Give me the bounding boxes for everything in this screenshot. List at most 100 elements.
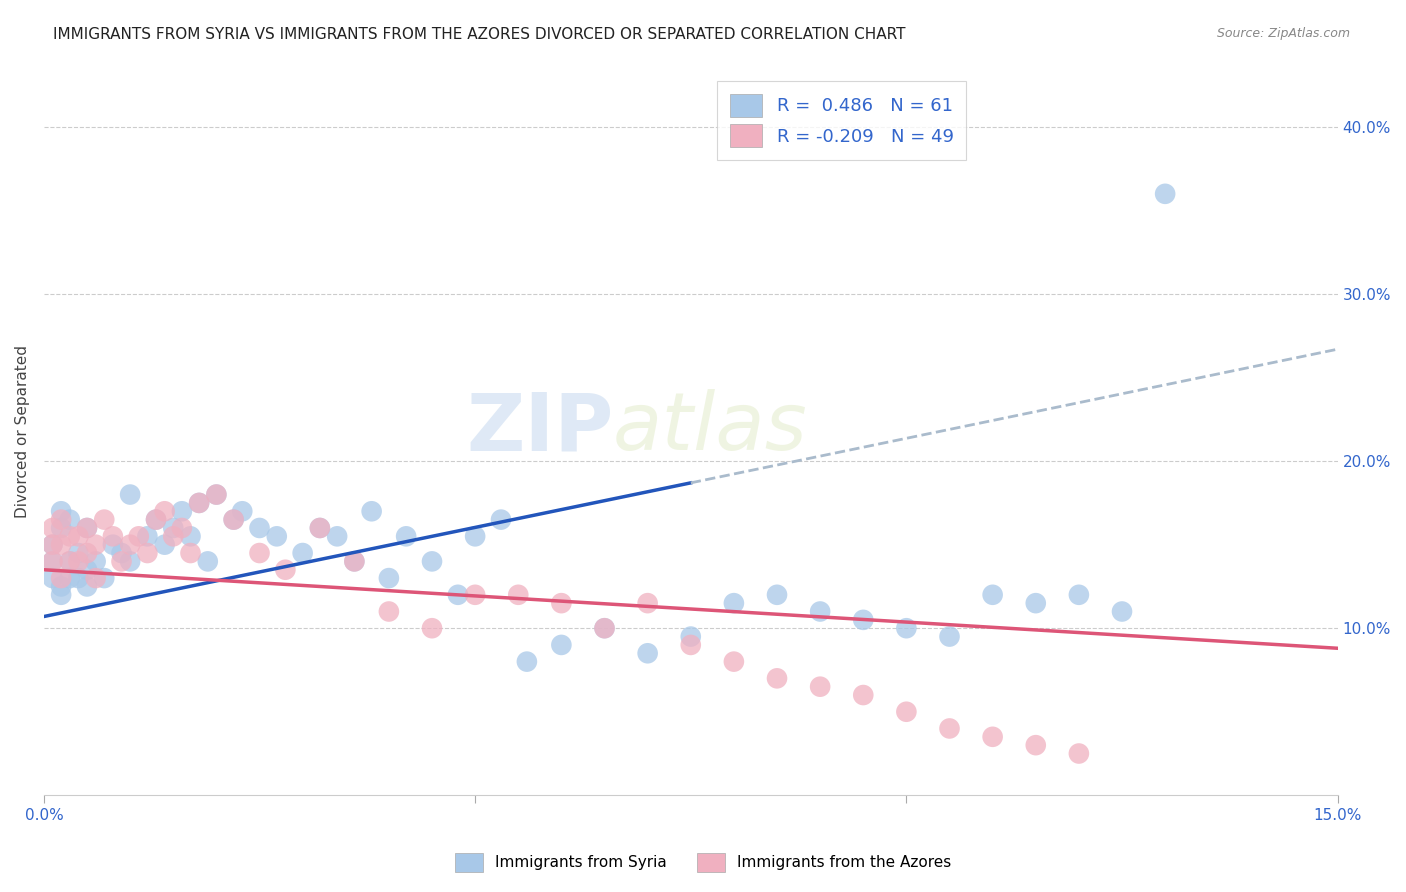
Point <box>723 596 745 610</box>
Point <box>145 513 167 527</box>
Point <box>1025 596 1047 610</box>
Point <box>896 621 918 635</box>
Point <box>222 513 245 527</box>
Point <box>343 554 366 568</box>
Legend: Immigrants from Syria, Immigrants from the Azores: Immigrants from Syria, Immigrants from t… <box>447 845 959 880</box>
Point <box>291 546 314 560</box>
Point <box>76 563 98 577</box>
Point <box>41 554 63 568</box>
Point <box>378 571 401 585</box>
Point <box>1111 605 1133 619</box>
Point <box>420 554 443 568</box>
Point <box>808 680 831 694</box>
Point <box>266 529 288 543</box>
Point <box>231 504 253 518</box>
Point <box>59 529 82 543</box>
Point <box>59 571 82 585</box>
Point <box>326 529 349 543</box>
Point <box>550 638 572 652</box>
Point <box>49 588 72 602</box>
Point <box>93 513 115 527</box>
Point <box>637 646 659 660</box>
Point <box>41 521 63 535</box>
Point <box>84 538 107 552</box>
Point <box>76 579 98 593</box>
Point <box>170 504 193 518</box>
Point <box>170 521 193 535</box>
Legend: R =  0.486   N = 61, R = -0.209   N = 49: R = 0.486 N = 61, R = -0.209 N = 49 <box>717 81 966 160</box>
Point <box>981 588 1004 602</box>
Point <box>593 621 616 635</box>
Point <box>205 487 228 501</box>
Y-axis label: Divorced or Separated: Divorced or Separated <box>15 345 30 518</box>
Point <box>447 588 470 602</box>
Point <box>420 621 443 635</box>
Point <box>49 571 72 585</box>
Point <box>153 538 176 552</box>
Point <box>981 730 1004 744</box>
Point <box>120 554 142 568</box>
Point <box>938 630 960 644</box>
Point <box>128 529 150 543</box>
Point <box>49 504 72 518</box>
Point <box>249 521 271 535</box>
Point <box>110 546 132 560</box>
Point <box>516 655 538 669</box>
Point <box>136 529 159 543</box>
Point <box>162 529 184 543</box>
Point <box>309 521 332 535</box>
Point <box>120 487 142 501</box>
Point <box>145 513 167 527</box>
Point <box>76 521 98 535</box>
Point <box>49 538 72 552</box>
Point <box>120 538 142 552</box>
Point <box>808 605 831 619</box>
Text: IMMIGRANTS FROM SYRIA VS IMMIGRANTS FROM THE AZORES DIVORCED OR SEPARATED CORREL: IMMIGRANTS FROM SYRIA VS IMMIGRANTS FROM… <box>53 27 905 42</box>
Point <box>550 596 572 610</box>
Point <box>67 529 90 543</box>
Point <box>723 655 745 669</box>
Point <box>593 621 616 635</box>
Point <box>852 613 875 627</box>
Point <box>679 630 702 644</box>
Point <box>309 521 332 535</box>
Point <box>84 554 107 568</box>
Point <box>136 546 159 560</box>
Point <box>274 563 297 577</box>
Point <box>110 554 132 568</box>
Point <box>395 529 418 543</box>
Text: ZIP: ZIP <box>465 389 613 467</box>
Point <box>637 596 659 610</box>
Point <box>938 722 960 736</box>
Point <box>41 538 63 552</box>
Point <box>76 521 98 535</box>
Point <box>1067 588 1090 602</box>
Point <box>180 546 202 560</box>
Point <box>76 546 98 560</box>
Point <box>766 671 789 685</box>
Point <box>67 546 90 560</box>
Point <box>59 554 82 568</box>
Point <box>197 554 219 568</box>
Point <box>59 513 82 527</box>
Point <box>93 571 115 585</box>
Point <box>67 554 90 568</box>
Point <box>41 571 63 585</box>
Point <box>180 529 202 543</box>
Point <box>41 538 63 552</box>
Point <box>1025 738 1047 752</box>
Point <box>464 529 486 543</box>
Point <box>188 496 211 510</box>
Point <box>67 571 90 585</box>
Point <box>49 521 72 535</box>
Point <box>766 588 789 602</box>
Text: Source: ZipAtlas.com: Source: ZipAtlas.com <box>1216 27 1350 40</box>
Point <box>508 588 530 602</box>
Point <box>464 588 486 602</box>
Point <box>162 521 184 535</box>
Point <box>101 538 124 552</box>
Point <box>896 705 918 719</box>
Point <box>489 513 512 527</box>
Point <box>153 504 176 518</box>
Point <box>679 638 702 652</box>
